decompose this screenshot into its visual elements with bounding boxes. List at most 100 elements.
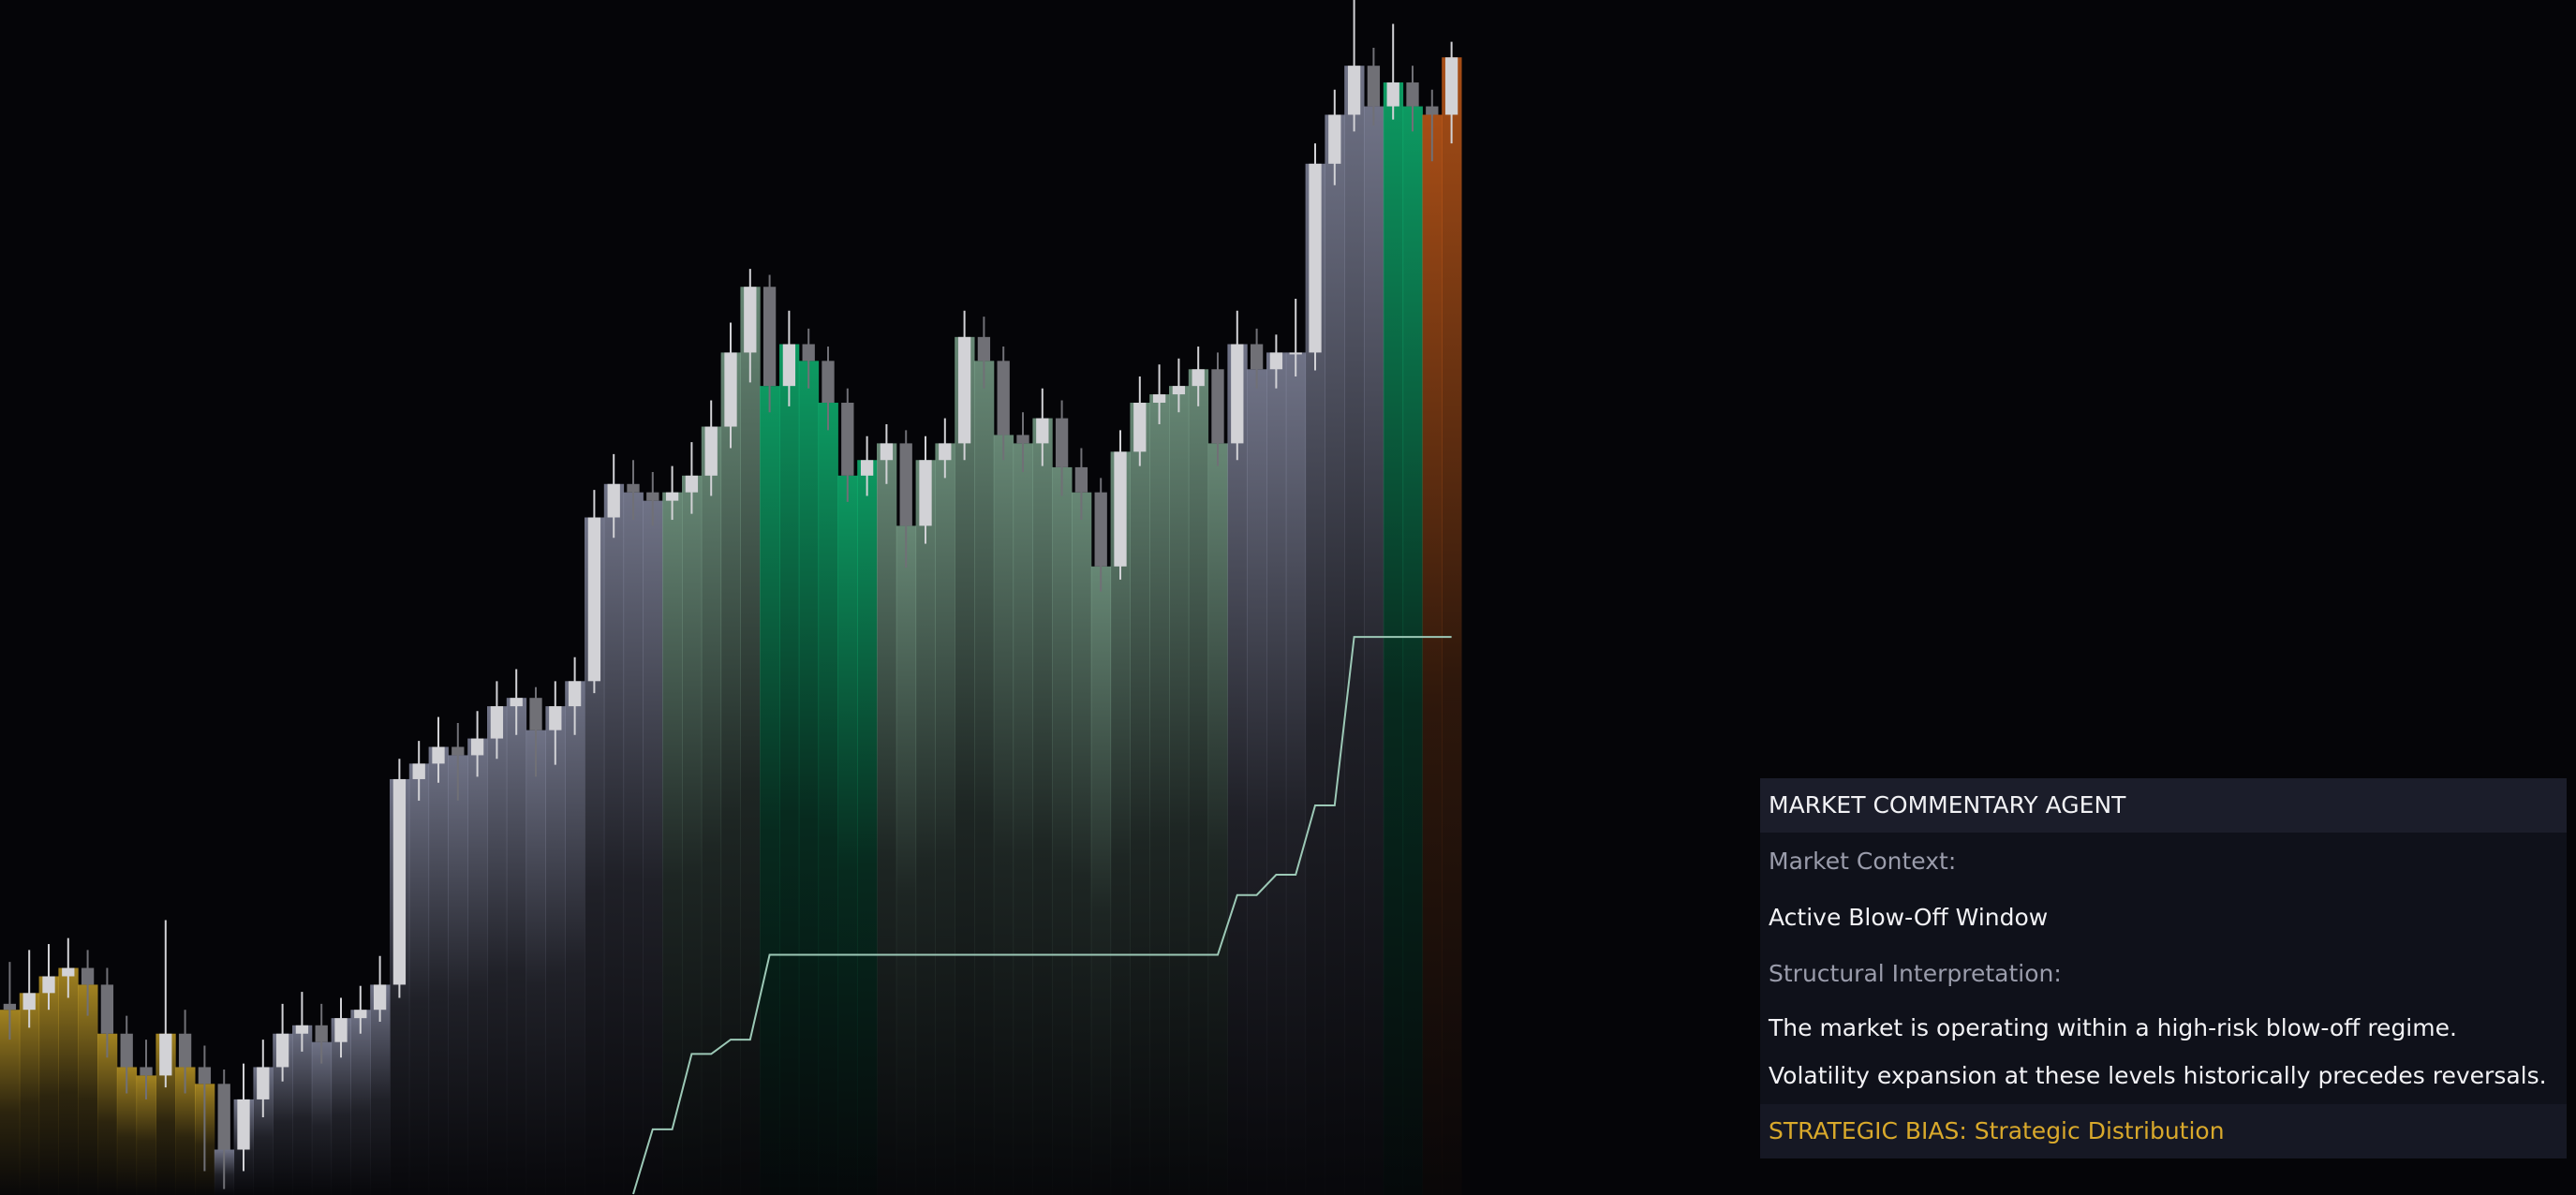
candle-body: [275, 1033, 289, 1068]
context-value: Active Blow-Off Window: [1769, 904, 2049, 931]
regime-area: [837, 475, 858, 1195]
candle-body: [1094, 492, 1107, 567]
candle-body: [1367, 66, 1381, 107]
candle-body: [62, 967, 75, 977]
candle-body: [140, 1067, 153, 1076]
candle-body: [470, 738, 484, 756]
candle-body: [568, 681, 582, 707]
regime-area: [643, 500, 663, 1195]
candle-body: [257, 1067, 270, 1099]
regime-area: [993, 435, 1014, 1195]
candle-body: [782, 344, 796, 387]
regime-area: [0, 1010, 21, 1195]
regime-area: [974, 361, 995, 1195]
regime-area: [740, 287, 761, 1195]
regime-area: [1422, 114, 1443, 1195]
candle-body: [627, 483, 640, 493]
candle-body: [1347, 66, 1361, 115]
regime-area: [1285, 352, 1307, 1195]
interpretation-line: The market is operating within a high-ri…: [1769, 1014, 2457, 1041]
regime-area: [1383, 82, 1404, 1195]
regime-area: [273, 1033, 293, 1195]
candle-body: [1152, 394, 1166, 404]
regime-area: [526, 730, 546, 1195]
stop-line: [632, 636, 1452, 1195]
regime-area: [1325, 114, 1345, 1195]
candle-body: [1074, 466, 1088, 493]
regime-area: [623, 492, 644, 1195]
regime-area: [1110, 451, 1131, 1195]
regime-area: [1169, 386, 1190, 1195]
candle-body: [452, 746, 465, 756]
regime-area: [78, 984, 98, 1195]
regime-area: [662, 492, 683, 1195]
candle-body: [665, 492, 679, 501]
candle-body: [1426, 106, 1439, 115]
regime-area: [682, 475, 703, 1195]
candle-body: [412, 763, 425, 779]
candle-body: [529, 698, 542, 730]
candle-body: [1444, 57, 1458, 115]
regime-area: [585, 517, 605, 1195]
regime-area: [877, 443, 897, 1195]
candle-body: [1328, 114, 1341, 164]
regime-area: [857, 460, 878, 1195]
regime-area: [545, 706, 566, 1195]
regime-area: [565, 681, 585, 1195]
candle-body: [841, 403, 854, 476]
regime-area: [1364, 106, 1384, 1195]
regime-area: [1032, 418, 1053, 1195]
candle-body: [178, 1033, 192, 1068]
candle-body: [802, 344, 815, 361]
interpretation-label: Structural Interpretation:: [1769, 960, 2062, 987]
candle-body: [198, 1067, 212, 1084]
regime-area: [818, 403, 838, 1195]
candle-body: [1036, 418, 1049, 444]
candle-body: [3, 1003, 17, 1011]
regime-area: [136, 1075, 156, 1195]
candle-body: [1289, 352, 1302, 355]
regime-area: [760, 386, 780, 1195]
regime-area: [1442, 57, 1462, 1195]
candle-body: [432, 746, 445, 764]
regime-area: [1207, 443, 1228, 1195]
regime-area: [1305, 163, 1325, 1195]
candle-body: [42, 976, 55, 994]
regime-area: [350, 1010, 371, 1195]
regime-area: [779, 344, 800, 1195]
regime-area: [292, 1025, 313, 1195]
candle-body: [997, 361, 1010, 435]
candle-body: [1269, 352, 1283, 370]
candle-body: [587, 517, 601, 682]
candle-body: [957, 336, 971, 444]
candle-body: [939, 443, 952, 461]
candle-body: [334, 1018, 348, 1042]
regime-area: [506, 698, 527, 1195]
regime-area: [603, 483, 625, 1195]
regime-area: [701, 426, 722, 1195]
candle-body: [1231, 344, 1244, 444]
regime-area: [1188, 369, 1209, 1195]
candle-body: [81, 967, 95, 985]
regime-area: [1247, 369, 1267, 1195]
candle-body: [899, 443, 912, 526]
context-label: Market Context:: [1769, 848, 1957, 875]
candle-body: [822, 361, 835, 404]
candle-body: [704, 426, 718, 476]
commentary-panel: MARKET COMMENTARY AGENT Market Context: …: [1760, 778, 2567, 1158]
regime-area: [1402, 106, 1423, 1195]
candle-body: [1250, 344, 1264, 370]
candle-body: [510, 698, 523, 707]
candle-body: [880, 443, 894, 461]
regime-area: [935, 443, 955, 1195]
regime-area: [116, 1067, 138, 1195]
candle-body: [1309, 163, 1322, 353]
candle-body: [120, 1033, 133, 1068]
candle-body: [159, 1033, 172, 1076]
regime-area: [467, 738, 488, 1195]
panel-title: MARKET COMMENTARY AGENT: [1760, 778, 2567, 833]
candle-body: [549, 706, 562, 730]
candle-body: [315, 1025, 328, 1042]
regime-area: [370, 984, 391, 1195]
